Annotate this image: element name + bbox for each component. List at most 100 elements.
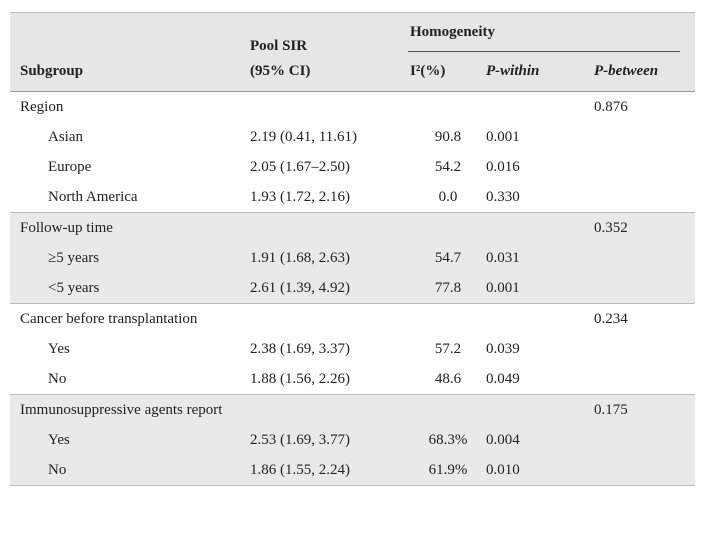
cell [486, 304, 594, 335]
cell: <5 years [10, 273, 250, 304]
cell-text: 57.2 [434, 341, 462, 357]
header-cell: I²(%) [410, 63, 446, 79]
cell-text: 2.53 (1.69, 3.77) [250, 432, 350, 448]
cell: 77.8 [410, 273, 486, 304]
cell [594, 455, 695, 486]
cell-text: 0.049 [486, 371, 520, 387]
cell-text: 0.876 [594, 99, 628, 115]
cell: 1.88 (1.56, 2.26) [250, 364, 410, 395]
data-row: ≥5 years 1.91 (1.68, 2.63) 54.7 0.031 [10, 243, 695, 273]
header-rule [408, 51, 680, 52]
cell: Yes [10, 425, 250, 455]
cell: 0.010 [486, 455, 594, 486]
cell [594, 273, 695, 304]
cell-text: No [48, 462, 67, 478]
data-row: Yes 2.38 (1.69, 3.37) 57.2 0.039 [10, 334, 695, 364]
cell: Immunosuppressive agents report [10, 394, 250, 425]
table-header: Subgroup Pool SIR (95% CI) Homogeneity I… [10, 12, 695, 92]
cell: 54.2 [410, 152, 486, 182]
cell: 2.05 (1.67–2.50) [250, 152, 410, 182]
cell-text: 0.0 [438, 189, 458, 205]
cell: 0.876 [594, 92, 695, 122]
cell-text: ≥5 years [48, 250, 100, 266]
cell-text: Cancer before transplantation [20, 311, 198, 327]
cell [486, 394, 594, 425]
cell-text: 77.8 [434, 280, 462, 296]
cell [250, 394, 410, 425]
data-row: <5 years 2.61 (1.39, 4.92) 77.8 0.001 [10, 273, 695, 304]
cell: 0.004 [486, 425, 594, 455]
cell-text: 0.001 [486, 280, 520, 296]
cell [594, 425, 695, 455]
cell [594, 334, 695, 364]
cell-text: 54.7 [434, 250, 462, 266]
cell: 68.3% [410, 425, 486, 455]
cell: 1.91 (1.68, 2.63) [250, 243, 410, 273]
cell: 0.175 [594, 394, 695, 425]
cell: 1.93 (1.72, 2.16) [250, 182, 410, 213]
cell: 48.6 [410, 364, 486, 395]
cell: 61.9% [410, 455, 486, 486]
cell: 2.19 (0.41, 11.61) [250, 122, 410, 152]
cell-text: 90.8 [434, 129, 462, 145]
cell: 0.001 [486, 273, 594, 304]
cell-text: 61.9% [428, 462, 468, 478]
cell-text: 2.61 (1.39, 4.92) [250, 280, 350, 296]
cell [594, 122, 695, 152]
cell [594, 152, 695, 182]
cell: 0.031 [486, 243, 594, 273]
group-row: Immunosuppressive agents report 0.175 [10, 394, 695, 425]
table-body: Region 0.876 Asian 2.19 (0.41, 11.61) 90.8 0.… [10, 92, 695, 486]
cell [486, 212, 594, 243]
data-row: North America 1.93 (1.72, 2.16) 0.0 0.330 [10, 182, 695, 213]
cell-text: Region [20, 99, 64, 115]
cell: 1.86 (1.55, 2.24) [250, 455, 410, 486]
cell: 0.234 [594, 304, 695, 335]
cell: 57.2 [410, 334, 486, 364]
cell-text: 0.352 [594, 220, 628, 236]
cell: 0.049 [486, 364, 594, 395]
data-row: Yes 2.53 (1.69, 3.77) 68.3% 0.004 [10, 425, 695, 455]
cell: 0.352 [594, 212, 695, 243]
cell-text: 0.010 [486, 462, 520, 478]
cell-text: 0.039 [486, 341, 520, 357]
cell-text: 1.91 (1.68, 2.63) [250, 250, 350, 266]
cell: 2.38 (1.69, 3.37) [250, 334, 410, 364]
cell-text: 1.93 (1.72, 2.16) [250, 189, 350, 205]
cell: North America [10, 182, 250, 213]
data-row: No 1.88 (1.56, 2.26) 48.6 0.049 [10, 364, 695, 395]
group-row: Follow-up time 0.352 [10, 212, 695, 243]
cell-text: 54.2 [434, 159, 462, 175]
cell-text: <5 years [48, 280, 100, 296]
cell: Yes [10, 334, 250, 364]
cell-text: Yes [48, 341, 70, 357]
cell: 0.016 [486, 152, 594, 182]
cell: 2.53 (1.69, 3.77) [250, 425, 410, 455]
row-group: Region 0.876 Asian 2.19 (0.41, 11.61) 90.8 0.… [10, 92, 695, 213]
group-row: Region 0.876 [10, 92, 695, 122]
cell-text: Follow-up time [20, 220, 113, 236]
cell [250, 304, 410, 335]
cell: Follow-up time [10, 212, 250, 243]
cell [410, 92, 486, 122]
header-cell: P-between [594, 63, 659, 79]
cell: 54.7 [410, 243, 486, 273]
cell-text: 0.016 [486, 159, 520, 175]
cell: Cancer before transplantation [10, 304, 250, 335]
data-row: Asian 2.19 (0.41, 11.61) 90.8 0.001 [10, 122, 695, 152]
header-cell: Pool SIR [250, 38, 308, 54]
cell-text: 0.031 [486, 250, 520, 266]
header-cell: Subgroup [20, 63, 84, 79]
cell-text: No [48, 371, 67, 387]
cell-text: Yes [48, 432, 70, 448]
cell: 2.61 (1.39, 4.92) [250, 273, 410, 304]
cell [486, 92, 594, 122]
row-group: Cancer before transplantation 0.234 Yes 2.3… [10, 304, 695, 395]
cell: 0.0 [410, 182, 486, 213]
data-row: No 1.86 (1.55, 2.24) 61.9% 0.010 [10, 455, 695, 486]
cell: Asian [10, 122, 250, 152]
cell: ≥5 years [10, 243, 250, 273]
cell: Region [10, 92, 250, 122]
data-row: Europe 2.05 (1.67–2.50) 54.2 0.016 [10, 152, 695, 182]
